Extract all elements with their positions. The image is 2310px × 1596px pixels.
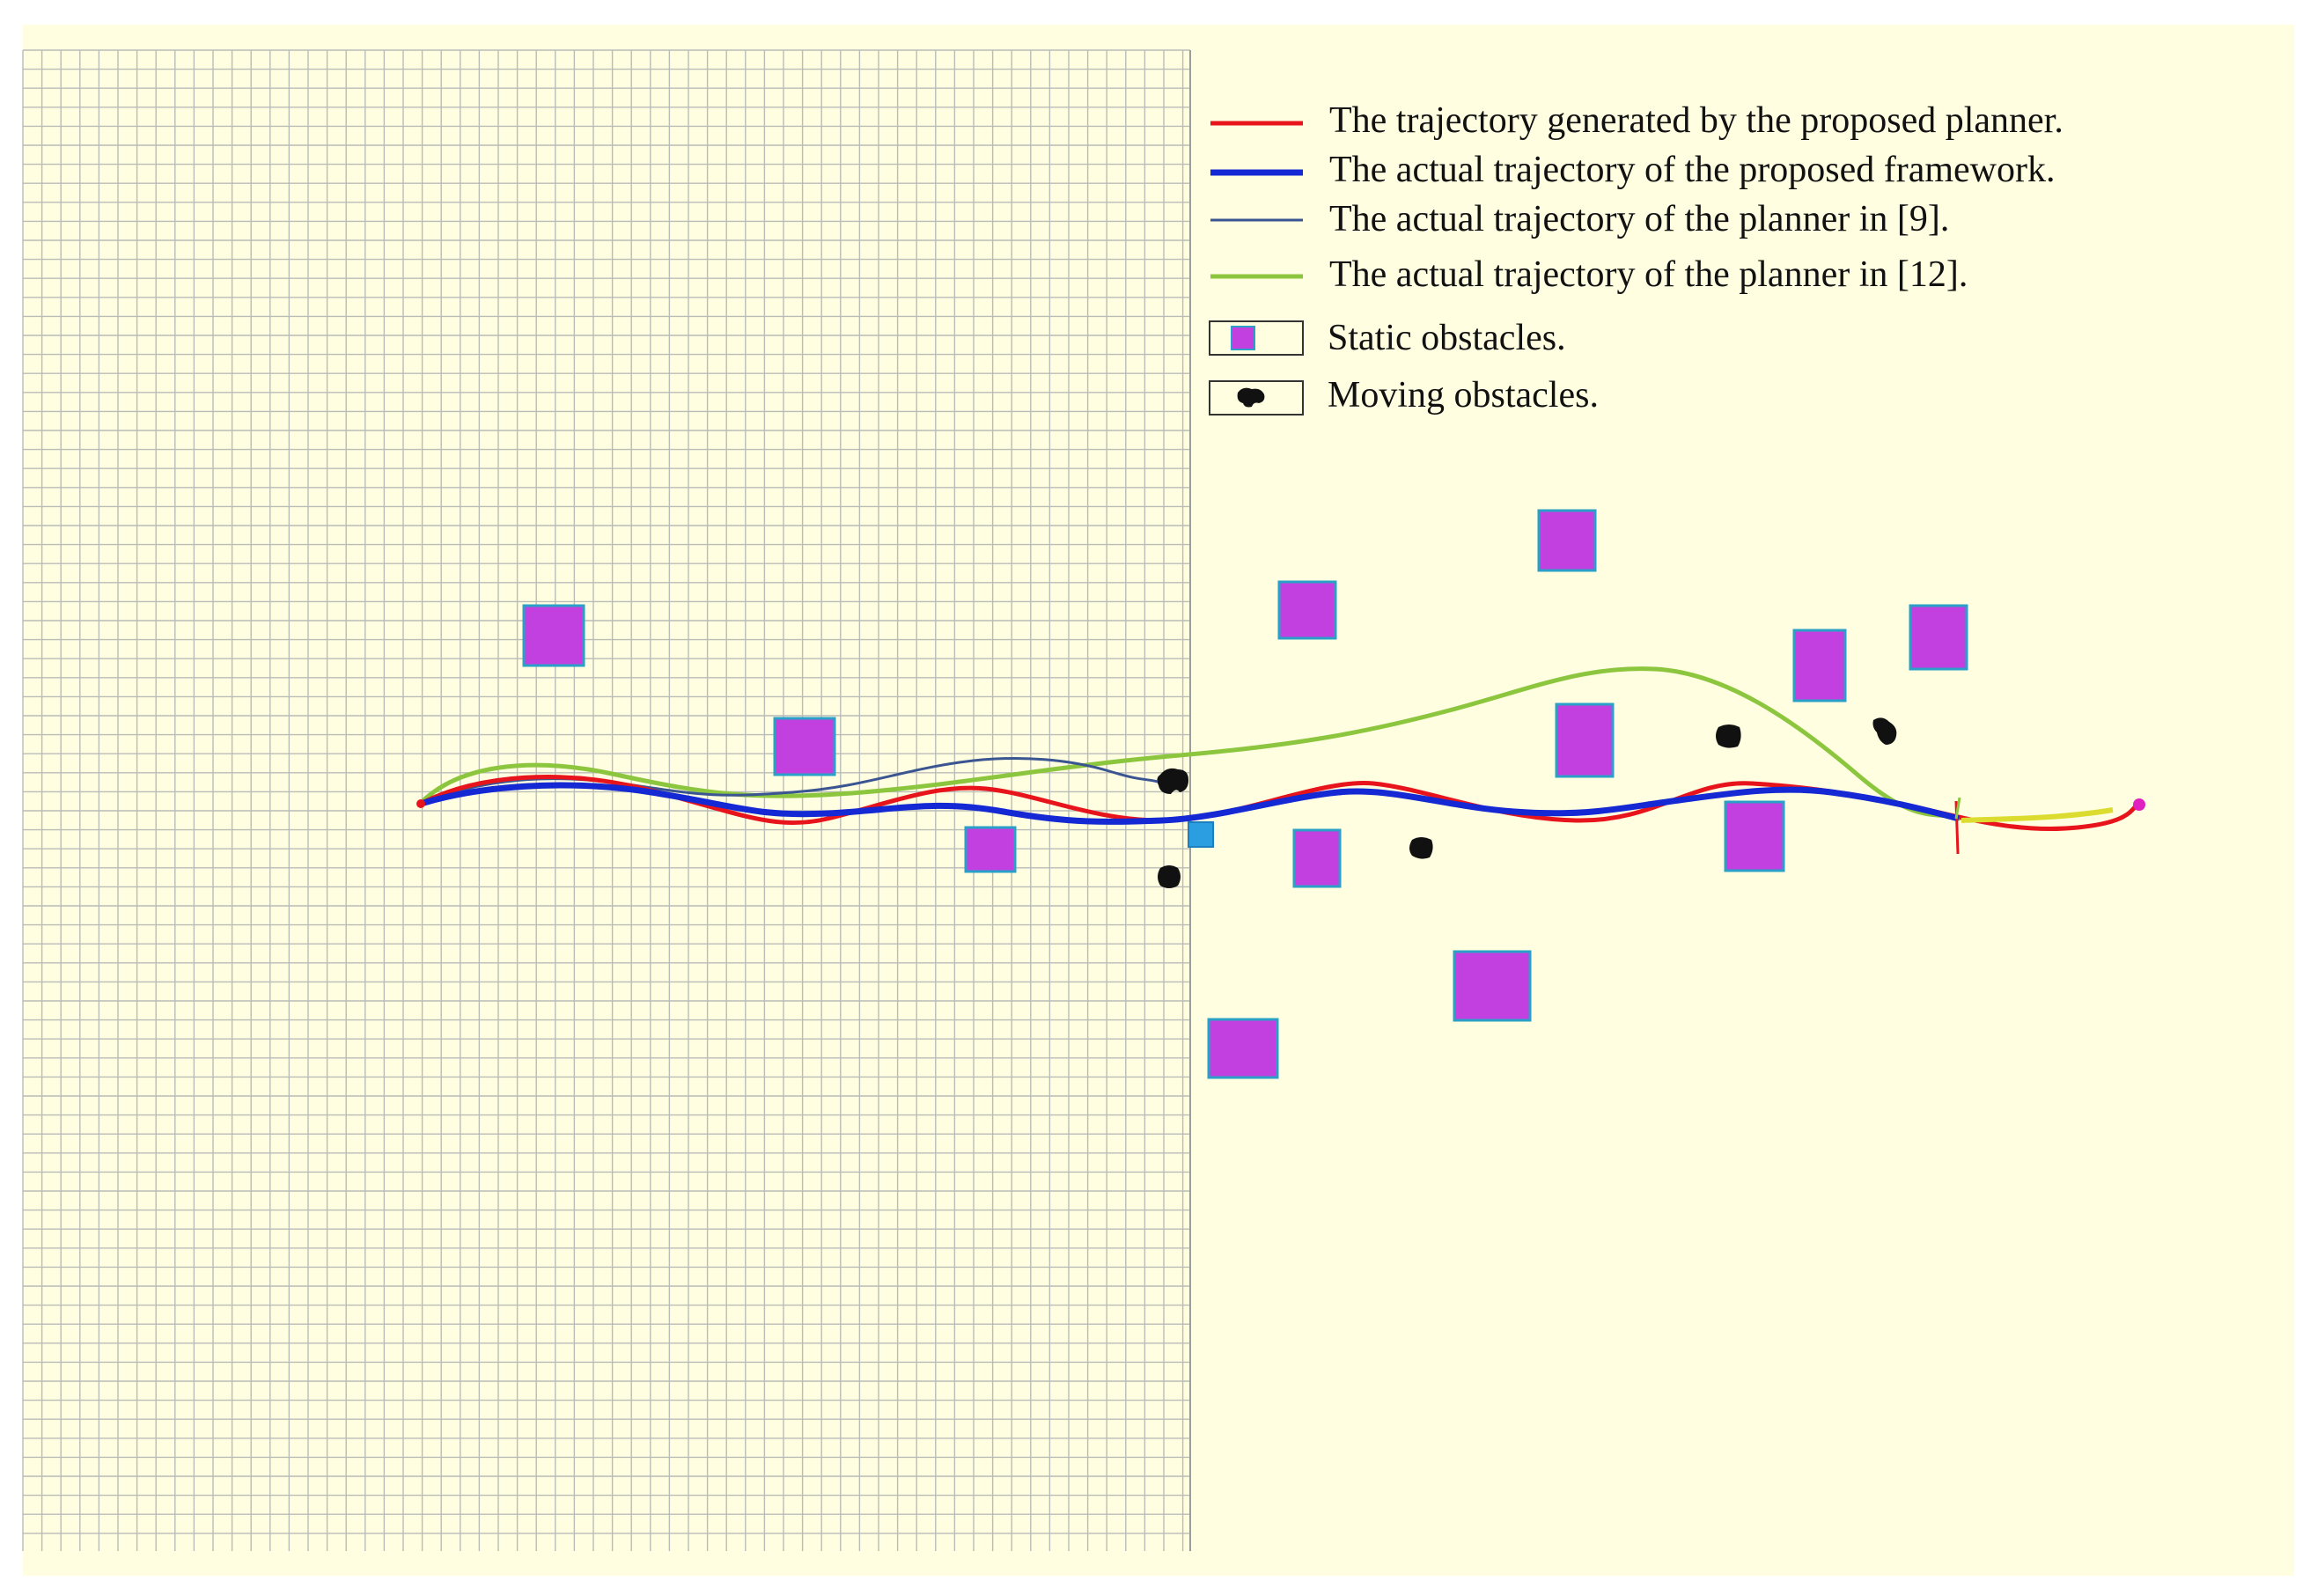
static-obstacle-small [1188, 821, 1214, 848]
moving-obstacle [1158, 865, 1181, 888]
legend: The trajectory generated by the proposed… [1209, 100, 2064, 416]
moving-obstacle [1157, 768, 1188, 794]
waypoint-axis-green [1954, 797, 1961, 820]
trajectory-proposed-actual [419, 782, 1960, 825]
legend-label-planner-12: The actual trajectory of the planner in … [1329, 254, 1968, 295]
static-obstacle [1453, 950, 1532, 1022]
moving-obstacles-layer [1157, 717, 1897, 888]
legend-label-static: Static obstacles. [1328, 318, 1566, 358]
static-obstacle [773, 717, 836, 776]
legend-static-obstacle-icon [1209, 320, 1304, 356]
static-obstacles-layer [522, 509, 1968, 1079]
static-obstacle [1537, 509, 1597, 572]
static-obstacle [1724, 800, 1785, 872]
static-obstacle [1277, 580, 1337, 640]
legend-moving-obstacle-icon [1209, 380, 1304, 416]
moving-obstacle [1409, 837, 1433, 859]
moving-obstacle [1872, 717, 1897, 745]
static-obstacle [1909, 604, 1968, 671]
goal-marker [2133, 798, 2145, 811]
ground-grid [22, 49, 1191, 1551]
figure-background [23, 25, 2294, 1576]
legend-label-proposed-planned: The trajectory generated by the proposed… [1329, 100, 2064, 141]
static-obstacle [1792, 629, 1847, 702]
static-obstacle [964, 826, 1017, 873]
static-obstacle [1292, 828, 1342, 888]
start-marker [416, 799, 425, 808]
static-obstacle [1555, 702, 1615, 778]
trajectories-layer [416, 666, 2145, 855]
legend-label-planner-9: The actual trajectory of the planner in … [1329, 199, 1949, 239]
static-obstacle [1207, 1018, 1279, 1079]
moving-obstacle [1716, 724, 1741, 748]
static-obstacle [522, 604, 585, 667]
legend-label-proposed-actual: The actual trajectory of the proposed fr… [1329, 150, 2055, 190]
trajectory-planner-12 [418, 666, 1961, 821]
trajectory-goal-segment [1961, 807, 2114, 823]
legend-label-moving: Moving obstacles. [1328, 375, 1599, 416]
